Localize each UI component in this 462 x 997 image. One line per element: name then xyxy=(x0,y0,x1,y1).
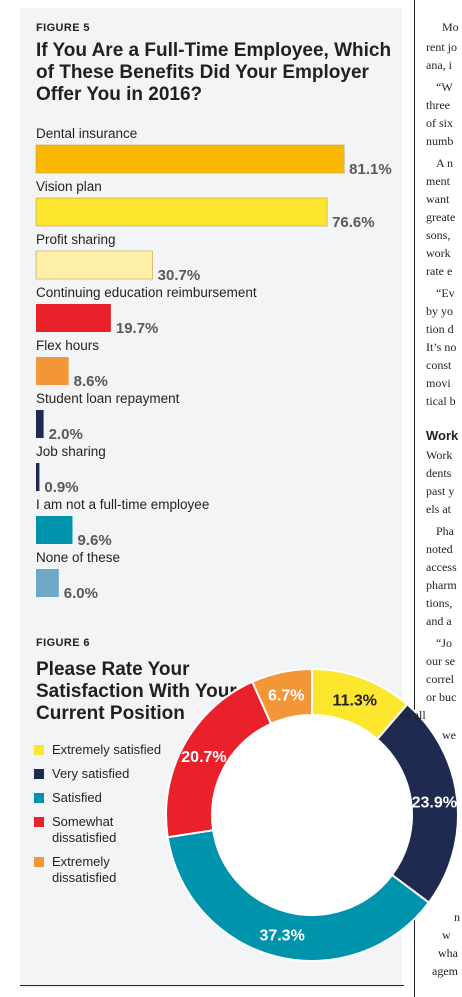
legend-label: Extremely dissatisfied xyxy=(52,854,117,885)
article-line: our se xyxy=(426,654,455,668)
article-line: A n xyxy=(436,156,454,170)
figure5-title: If You Are a Full-Time Employee, Which o… xyxy=(36,40,392,106)
bar-category-label: Student loan repayment xyxy=(36,391,180,406)
article-line: noted xyxy=(426,542,453,556)
donut-slice xyxy=(250,667,313,726)
column-divider xyxy=(414,0,415,997)
article-line: It’s no xyxy=(426,340,457,354)
article-line: tions, xyxy=(426,596,453,610)
article-line: wha xyxy=(438,946,458,960)
legend-swatch xyxy=(34,769,44,779)
bar-category-label: Vision plan xyxy=(36,179,102,194)
bar xyxy=(36,569,59,597)
article-line: three xyxy=(426,98,450,112)
bottom-rule xyxy=(20,985,404,986)
bar-value-label: 19.7% xyxy=(116,320,159,337)
legend-swatch xyxy=(34,817,44,827)
article-line: Pha xyxy=(436,524,454,538)
article-line: numb xyxy=(426,134,454,148)
article-line: work xyxy=(426,246,451,260)
bar xyxy=(36,357,69,385)
bar-category-label: Job sharing xyxy=(36,444,106,459)
bar-value-label: 8.6% xyxy=(74,373,108,390)
bar-value-label: 9.6% xyxy=(77,532,111,549)
bar xyxy=(36,410,44,438)
article-line: “Ev xyxy=(436,286,455,300)
bar-value-label: 6.0% xyxy=(64,585,98,602)
bar-value-label: 30.7% xyxy=(158,267,201,284)
bar-category-label: I am not a full-time employee xyxy=(36,497,209,512)
donut-hole xyxy=(213,716,411,914)
article-line: and a xyxy=(426,614,452,628)
bar-value-label: 0.9% xyxy=(44,479,78,496)
legend-swatch xyxy=(34,745,44,755)
donut-value-label: 11.3% xyxy=(333,693,377,710)
legend-label: Somewhat dissatisfied xyxy=(52,814,117,845)
article-line: ment xyxy=(426,174,450,188)
article-line: els at xyxy=(426,502,451,516)
article-line: dents xyxy=(426,466,452,480)
donut-value-label: 6.7% xyxy=(268,688,304,705)
bar-category-label: Flex hours xyxy=(36,338,99,353)
legend-label: Very satisfied xyxy=(52,766,130,781)
donut-value-label: 23.9% xyxy=(412,795,457,812)
legend-swatch xyxy=(34,793,44,803)
bar xyxy=(35,250,153,280)
article-line: we xyxy=(442,728,456,742)
figure6-title: Please Rate Your Satisfaction With Your … xyxy=(36,659,237,725)
figure5-label: FIGURE 5 xyxy=(36,22,90,34)
article-line: so all xyxy=(400,708,426,722)
donut-value-label: 20.7% xyxy=(181,749,226,766)
article-line: movi xyxy=(426,376,451,390)
figure6-label: FIGURE 6 xyxy=(36,637,90,649)
bar-value-label: 81.1% xyxy=(349,161,392,178)
article-line: tion d xyxy=(426,322,454,336)
article-line: past y xyxy=(426,484,455,498)
article-line: const xyxy=(426,358,452,372)
bar-value-label: 2.0% xyxy=(49,426,83,443)
donut-value-label: 37.3% xyxy=(259,927,304,944)
article-line: tical b xyxy=(426,394,456,408)
legend-swatch xyxy=(34,857,44,867)
bar-category-label: Profit sharing xyxy=(36,232,116,247)
article-line: pharm xyxy=(426,578,457,592)
bar-value-label: 76.6% xyxy=(332,214,375,231)
article-line: Work xyxy=(426,448,453,462)
article-line: rent jo xyxy=(426,40,457,54)
bar-category-label: Dental insurance xyxy=(36,126,137,141)
article-line: Mo xyxy=(442,20,459,34)
article-line: greate xyxy=(426,210,456,224)
article-line: access xyxy=(426,560,457,574)
bar xyxy=(36,463,40,491)
article-line: ana, i xyxy=(426,58,452,72)
article-line: want xyxy=(426,192,450,206)
bar-category-label: Continuing education reimbursement xyxy=(36,285,257,300)
bar xyxy=(35,144,345,174)
bar xyxy=(36,516,73,544)
article-line: agem xyxy=(432,964,458,978)
article-line: by yo xyxy=(426,304,453,318)
article-line: “Jo xyxy=(436,636,452,650)
article-line: sons, xyxy=(426,228,451,242)
bar-category-label: None of these xyxy=(36,550,120,565)
article-line: n xyxy=(454,910,460,924)
article-line: “W xyxy=(436,80,453,94)
article-line: rate e xyxy=(426,264,453,278)
article-line: correl xyxy=(426,672,454,686)
legend-label: Satisfied xyxy=(52,790,102,805)
donut-slice xyxy=(166,829,431,962)
article-line: or buc xyxy=(426,690,457,704)
bar xyxy=(35,197,328,227)
bar xyxy=(36,304,111,332)
article-line: w xyxy=(442,928,451,942)
article-subhead: Work xyxy=(426,428,459,443)
legend-label: Extremely satisfied xyxy=(52,742,162,757)
article-line: of six xyxy=(426,116,453,130)
